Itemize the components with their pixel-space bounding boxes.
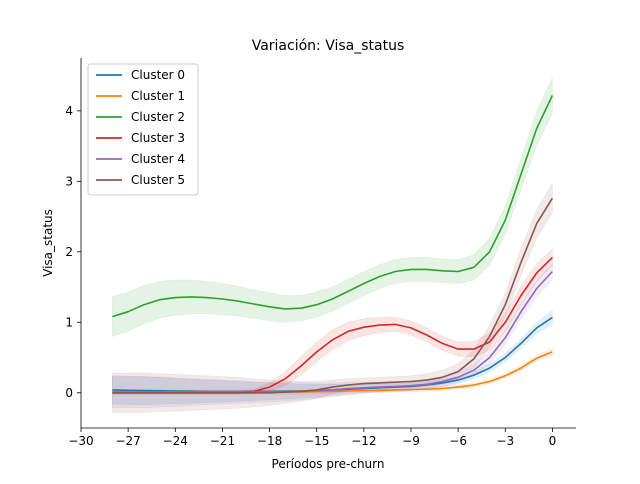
legend-label-cluster-0: Cluster 0 (131, 68, 185, 82)
legend-label-cluster-2: Cluster 2 (131, 110, 185, 124)
confidence-band-cluster-5 (112, 182, 553, 413)
y-axis-ticks: 0 1 2 3 4 (65, 104, 81, 400)
x-tick-label: −9 (402, 434, 420, 448)
x-tick-label: −12 (351, 434, 376, 448)
legend-label-cluster-1: Cluster 1 (131, 89, 185, 103)
x-axis-label: Períodos pre-churn (272, 457, 385, 471)
y-axis-label: Visa_status (41, 209, 55, 277)
x-tick-label: 0 (549, 434, 557, 448)
x-tick-label: −6 (449, 434, 467, 448)
series-lines (112, 95, 554, 394)
y-tick-label: 2 (65, 245, 73, 259)
legend: Cluster 0 Cluster 1 Cluster 2 Cluster 3 Clus… (87, 63, 199, 196)
x-tick-label: −24 (163, 434, 188, 448)
chart-title: Variación: Visa_status (252, 38, 405, 54)
x-tick-label: −21 (210, 434, 235, 448)
legend-label-cluster-5: Cluster 5 (131, 173, 185, 187)
y-tick-label: 4 (65, 104, 73, 118)
y-tick-label: 0 (65, 386, 73, 400)
x-tick-label: −27 (115, 434, 140, 448)
x-tick-label: −15 (304, 434, 329, 448)
y-tick-label: 1 (65, 315, 73, 329)
confidence-band-cluster-3 (112, 248, 553, 395)
confidence-band-cluster-1 (112, 348, 553, 395)
series-line-cluster-5 (112, 197, 554, 394)
x-tick-label: −30 (68, 434, 93, 448)
x-axis-ticks: −30 −27 −24 −21 −18 −15 −12 −9 −6 −3 0 (68, 428, 556, 448)
series-line-cluster-2 (112, 95, 554, 318)
legend-label-cluster-3: Cluster 3 (131, 131, 185, 145)
y-tick-label: 3 (65, 174, 73, 188)
legend-label-cluster-4: Cluster 4 (131, 152, 185, 166)
x-tick-label: −3 (496, 434, 514, 448)
confidence-band-cluster-2 (112, 77, 553, 337)
x-tick-label: −18 (257, 434, 282, 448)
